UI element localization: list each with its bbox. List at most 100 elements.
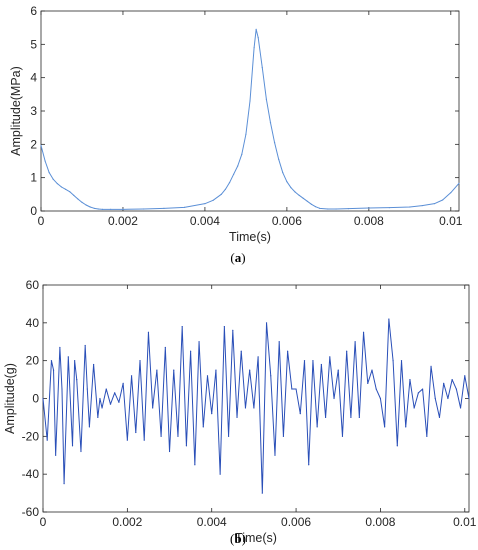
data-point-a <box>183 206 186 208</box>
data-point-b <box>67 356 69 358</box>
data-point-a <box>302 197 304 199</box>
x-tick-label-a: 0.008 <box>354 214 384 228</box>
data-point-a <box>77 198 79 200</box>
data-point-b <box>232 329 234 331</box>
data-point-a <box>97 208 99 210</box>
data-point-b <box>177 435 179 437</box>
data-point-a <box>347 208 349 210</box>
y-tick-label-a: 6 <box>30 4 37 18</box>
data-point-b <box>93 363 95 366</box>
data-point-b <box>346 350 348 352</box>
panel-label-a-open: ( <box>230 250 234 265</box>
data-point-b <box>265 322 268 324</box>
data-point-b <box>371 369 373 371</box>
data-point-b <box>99 397 101 400</box>
data-point-a <box>81 201 83 203</box>
data-point-a <box>64 188 67 190</box>
panel-label-a-close: ) <box>241 250 245 265</box>
data-point-b <box>303 360 306 362</box>
data-point-a <box>327 208 329 210</box>
data-point-a <box>220 193 222 195</box>
data-point-a <box>310 203 313 205</box>
chart-a: 0 0.002 0.004 0.006 0.008 0.01 0 1 2 3 4 5 6 Time(s) A… <box>9 4 463 244</box>
data-point-a <box>233 173 235 175</box>
data-point-b <box>459 407 462 409</box>
axes-box-a <box>40 10 460 212</box>
data-point-a <box>278 158 280 160</box>
data-point-b <box>88 426 90 428</box>
data-point-b <box>316 426 318 428</box>
data-point-b <box>143 439 145 441</box>
data-point-a <box>142 208 145 210</box>
data-point-b <box>86 388 88 390</box>
data-point-b <box>42 397 44 400</box>
data-point-b <box>181 326 183 328</box>
data-point-a <box>60 186 63 188</box>
data-point-b <box>295 388 297 390</box>
y-axis-label-b: Amplitude(g) <box>3 363 17 434</box>
y-tick-label-b: 20 <box>26 354 40 368</box>
data-point-b <box>147 331 150 333</box>
data-point-a <box>257 37 259 39</box>
data-point-a <box>40 144 42 146</box>
data-point-b <box>173 369 175 371</box>
data-point-a <box>442 199 444 201</box>
data-point-b <box>211 413 213 415</box>
data-point-b <box>341 435 344 437</box>
data-point-a <box>433 203 436 205</box>
data-point-b <box>438 416 441 419</box>
x-tick-label-b: 0.006 <box>281 515 311 529</box>
data-point-a <box>101 208 104 210</box>
data-point-b <box>156 369 158 371</box>
data-point-b <box>320 363 322 366</box>
x-axis-label-a: Time(s) <box>229 230 271 244</box>
data-point-a <box>335 208 337 210</box>
data-point-a <box>298 194 300 196</box>
data-point-b <box>358 416 360 419</box>
data-point-b <box>244 407 247 409</box>
data-point-a <box>241 153 243 155</box>
data-point-b <box>253 407 255 409</box>
data-point-b <box>190 350 192 352</box>
data-point-b <box>227 435 230 437</box>
data-point-b <box>61 388 63 390</box>
data-point-b <box>324 416 327 419</box>
data-point-b <box>274 454 276 456</box>
data-point-b <box>202 426 204 428</box>
data-point-a <box>368 207 370 209</box>
data-point-a <box>314 206 317 208</box>
data-point-a <box>319 207 321 209</box>
x-tick-label-b: 0.004 <box>197 515 227 529</box>
data-point-a <box>249 100 251 102</box>
x-tick-label-a: 0 <box>38 214 45 228</box>
data-point-b <box>114 392 116 394</box>
data-point-a <box>255 28 257 30</box>
data-point-b <box>236 416 238 419</box>
data-point-b <box>278 341 280 343</box>
data-point-b <box>101 407 103 409</box>
data-point-b <box>164 346 166 349</box>
data-point-b <box>464 375 466 377</box>
data-point-b <box>84 344 86 347</box>
data-point-b <box>430 365 432 367</box>
data-point-b <box>240 350 242 352</box>
x-tick-label-b: 0 <box>40 515 47 529</box>
data-point-b <box>413 407 415 409</box>
y-tick-label-a: 4 <box>30 71 37 85</box>
y-tick-label-b: 0 <box>32 392 39 406</box>
data-point-b <box>223 326 225 328</box>
data-point-b <box>74 360 76 362</box>
y-tick-label-b: 40 <box>26 316 40 330</box>
data-point-a <box>253 47 255 49</box>
data-point-a <box>163 207 165 209</box>
data-point-b <box>388 318 390 320</box>
data-point-a <box>204 203 206 205</box>
data-point-b <box>249 369 251 371</box>
data-point-b <box>261 492 263 494</box>
panel-label-a-letter: a <box>235 250 242 265</box>
data-point-b <box>299 413 301 415</box>
data-point-b <box>455 388 457 390</box>
data-point-a <box>294 191 296 193</box>
data-point-b <box>63 483 65 485</box>
